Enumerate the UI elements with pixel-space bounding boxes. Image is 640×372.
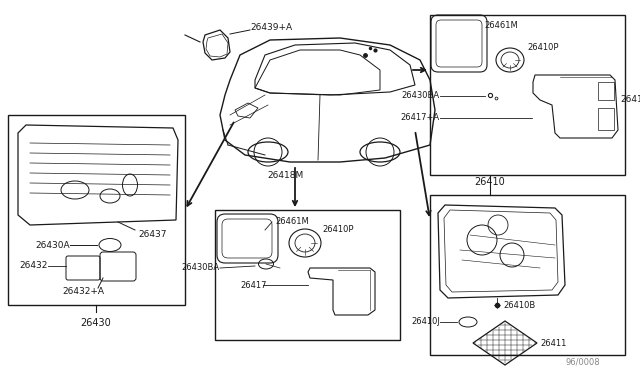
- Bar: [430, 15, 625, 175]
- Text: 26410: 26410: [475, 177, 506, 187]
- Bar: [430, 195, 625, 355]
- Text: 26430A: 26430A: [35, 241, 70, 250]
- Text: 26461M: 26461M: [484, 20, 518, 29]
- Text: 26430BA: 26430BA: [402, 92, 440, 100]
- Text: 26430BA: 26430BA: [182, 263, 220, 273]
- Text: 26461M: 26461M: [275, 218, 308, 227]
- Bar: [598, 108, 614, 130]
- Text: 26410P: 26410P: [527, 44, 559, 52]
- Text: 26418M: 26418M: [267, 170, 303, 180]
- Bar: [598, 82, 614, 100]
- Text: 26439+A: 26439+A: [250, 23, 292, 32]
- Bar: [8, 115, 185, 305]
- Text: 26411: 26411: [540, 339, 566, 347]
- Text: 26437: 26437: [138, 230, 166, 239]
- Text: 26410P: 26410P: [322, 225, 353, 234]
- Text: 26417+A: 26417+A: [401, 113, 440, 122]
- Text: 26418M: 26418M: [620, 96, 640, 105]
- Text: 26432+A: 26432+A: [62, 288, 104, 296]
- Text: 26430: 26430: [81, 318, 111, 328]
- Text: 96/0008: 96/0008: [565, 357, 600, 366]
- Text: 26417: 26417: [240, 280, 266, 289]
- Text: 26410B: 26410B: [503, 301, 535, 310]
- Bar: [215, 210, 400, 340]
- Text: 26432: 26432: [20, 262, 48, 270]
- Text: 26410J: 26410J: [411, 317, 440, 327]
